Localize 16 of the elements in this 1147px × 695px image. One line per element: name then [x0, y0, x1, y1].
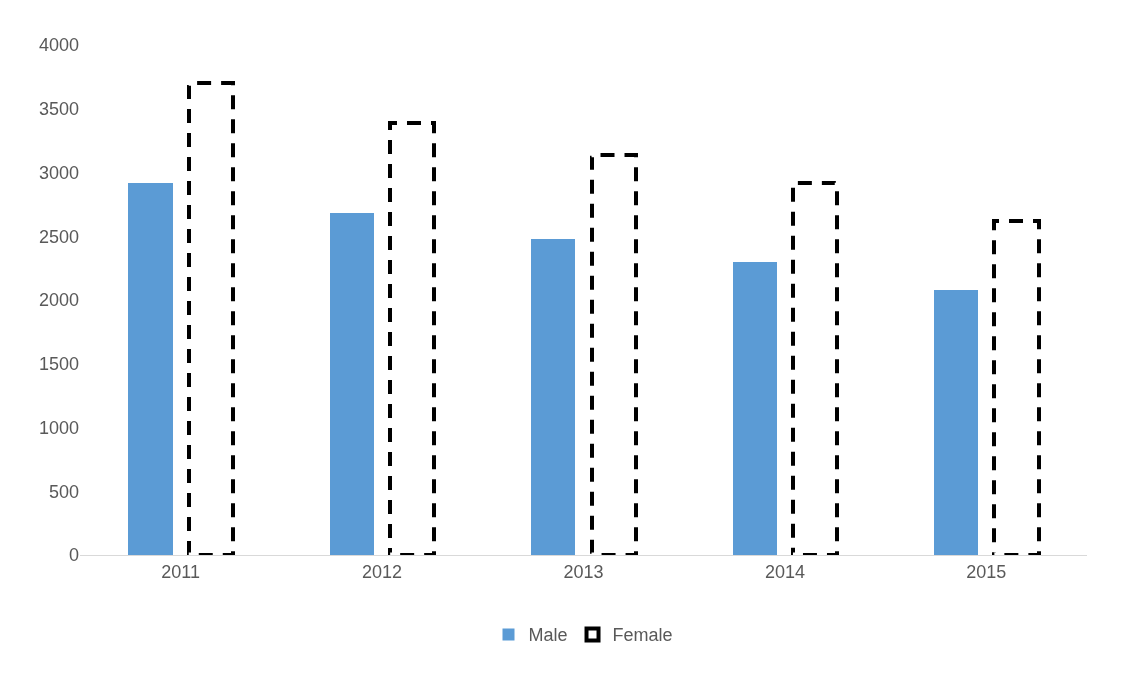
x-tick-label: 2013: [563, 561, 604, 582]
y-tick-label: 500: [48, 481, 79, 502]
y-tick-label: 0: [68, 545, 79, 566]
x-tick-label: 2015: [966, 561, 1007, 582]
y-tick-label: 2000: [38, 290, 79, 311]
legend-label: Female: [612, 625, 673, 646]
legend-label: Male: [528, 625, 568, 646]
x-tick-label: 2014: [764, 561, 805, 582]
y-tick-label: 3000: [38, 162, 79, 183]
y-tick-label: 2500: [38, 226, 79, 247]
y-tick-label: 1000: [38, 417, 79, 438]
y-tick-label: 4000: [38, 35, 79, 56]
x-tick-label: 2012: [362, 561, 403, 582]
y-tick-label: 3500: [38, 99, 79, 120]
x-tick-label: 2011: [161, 561, 201, 582]
y-tick-label: 1500: [38, 354, 79, 375]
